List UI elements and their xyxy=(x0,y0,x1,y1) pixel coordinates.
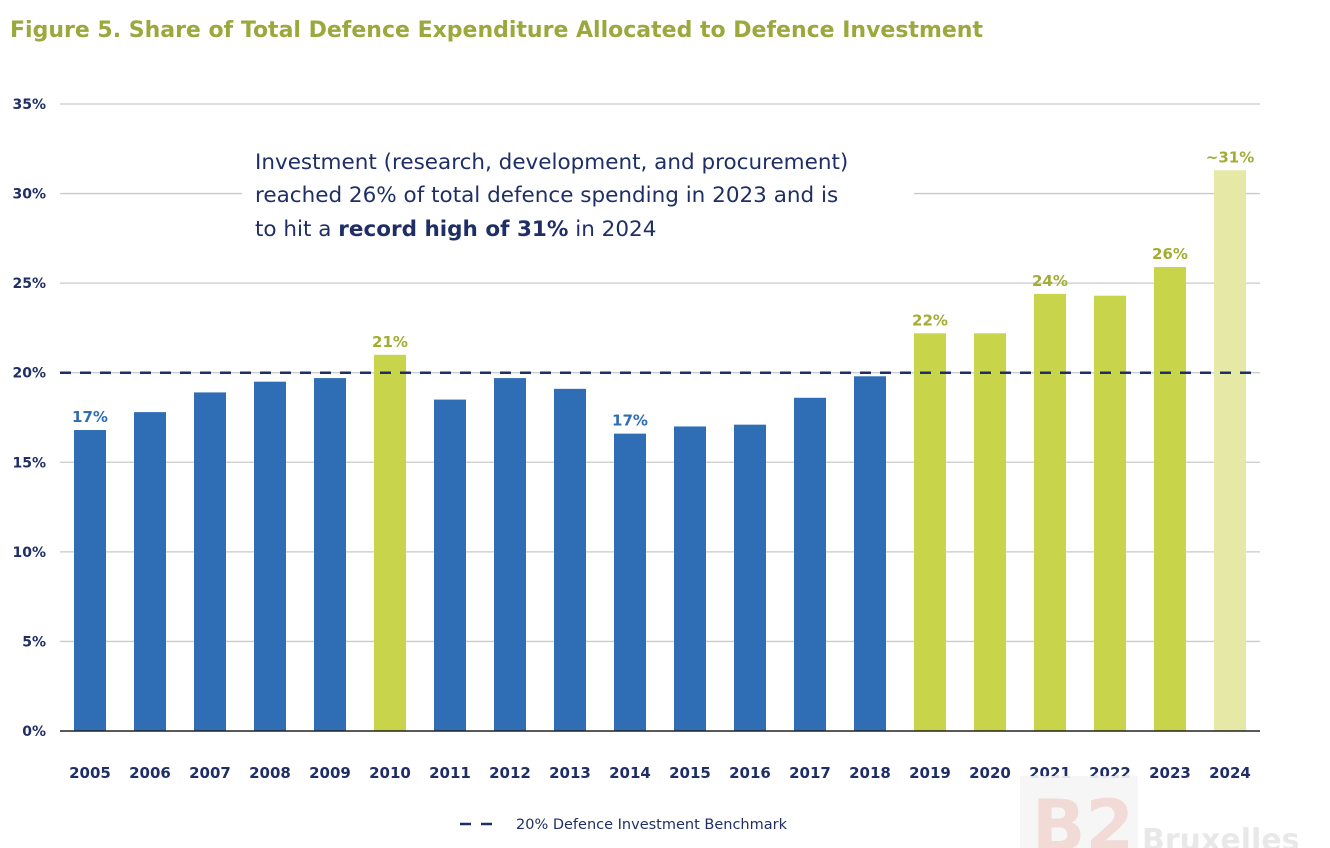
annotation-highlight: record high of 31% xyxy=(338,217,568,242)
bar-2010 xyxy=(374,354,406,731)
bar-2023 xyxy=(1154,267,1186,731)
annotation-line-3-start: to hit a xyxy=(255,217,338,242)
bar-2011 xyxy=(434,399,466,731)
bar-2021 xyxy=(1034,293,1066,731)
x-tick-label: 2015 xyxy=(669,764,711,782)
bar-2009 xyxy=(314,378,346,731)
x-tick-label: 2012 xyxy=(489,764,531,782)
x-tick-label: 2016 xyxy=(729,764,771,782)
x-axis: 2005 2006 2007 2008 2009 2010 2011 2012 2013 2014… xyxy=(60,730,1260,782)
y-tick-label: 10% xyxy=(12,545,46,561)
y-tick-label: 30% xyxy=(12,187,46,203)
watermark-mark: B2 xyxy=(1032,785,1134,848)
x-tick-label: 2008 xyxy=(249,764,291,782)
data-label-2023: 26% xyxy=(1152,245,1188,263)
x-tick-label: 2005 xyxy=(69,764,111,782)
x-tick-label: 2014 xyxy=(609,764,651,782)
bar-2012 xyxy=(494,378,526,731)
y-tick-label: 5% xyxy=(22,634,46,650)
x-tick-label: 2009 xyxy=(309,764,351,782)
x-tick-label: 2019 xyxy=(909,764,951,782)
y-tick-label: 25% xyxy=(12,276,46,292)
annotation-line-3-end: in 2024 xyxy=(568,217,656,242)
x-tick-label: 2013 xyxy=(549,764,591,782)
bar-2024 xyxy=(1214,170,1246,732)
annotation-line-3: to hit a record high of 31% in 2024 xyxy=(255,217,656,242)
x-tick-label: 2024 xyxy=(1209,764,1251,782)
bar-2019 xyxy=(914,333,946,731)
bar-2018 xyxy=(854,376,886,731)
data-label-2024: ~31% xyxy=(1206,148,1254,166)
bar-2005 xyxy=(74,430,106,731)
x-tick-label: 2010 xyxy=(369,764,411,782)
y-tick-label: 15% xyxy=(12,455,46,471)
data-labels: 17% 21% 17% 22% 24% 26% ~31% xyxy=(60,148,1260,430)
bar-2014 xyxy=(614,433,646,731)
bar-2020 xyxy=(974,333,1006,731)
bar-2022 xyxy=(1094,295,1126,731)
x-tick-label: 2017 xyxy=(789,764,831,782)
data-label-2019: 22% xyxy=(912,311,948,329)
y-tick-label: 35% xyxy=(12,97,46,113)
y-tick-label: 20% xyxy=(12,366,46,382)
watermark-text: Bruxelles xyxy=(1142,823,1300,848)
bar-2016 xyxy=(734,424,766,731)
x-tick-label: 2007 xyxy=(189,764,231,782)
data-label-2010: 21% xyxy=(372,333,408,351)
bar-2006 xyxy=(134,412,166,731)
legend-label: 20% Defence Investment Benchmark xyxy=(516,817,788,833)
x-tick-label: 2023 xyxy=(1149,764,1191,782)
watermark-logo: B2 Bruxelles xyxy=(1020,776,1300,848)
y-axis: 0% 5% 10% 15% 20% 25% 30% 35% xyxy=(12,97,46,740)
bar-2015 xyxy=(674,426,706,731)
data-label-2014: 17% xyxy=(612,412,648,430)
bar-2008 xyxy=(254,381,286,731)
annotation-background xyxy=(242,142,914,246)
annotation-line-2: reached 26% of total defence spending in… xyxy=(255,183,838,208)
x-tick-label: 2020 xyxy=(969,764,1011,782)
bar-2007 xyxy=(194,392,226,731)
bar-2017 xyxy=(794,397,826,731)
annotation-line-1: Investment (research, development, and p… xyxy=(255,150,848,175)
x-tick-label: 2006 xyxy=(129,764,171,782)
x-tick-label: 2011 xyxy=(429,764,471,782)
data-label-2005: 17% xyxy=(72,408,108,426)
data-label-2021: 24% xyxy=(1032,272,1068,290)
y-tick-label: 0% xyxy=(22,724,46,740)
bar-2013 xyxy=(554,388,586,731)
x-tick-label: 2018 xyxy=(849,764,891,782)
bars xyxy=(74,170,1246,732)
legend: 20% Defence Investment Benchmark xyxy=(460,817,788,833)
chart-title: Figure 5. Share of Total Defence Expendi… xyxy=(10,18,983,43)
